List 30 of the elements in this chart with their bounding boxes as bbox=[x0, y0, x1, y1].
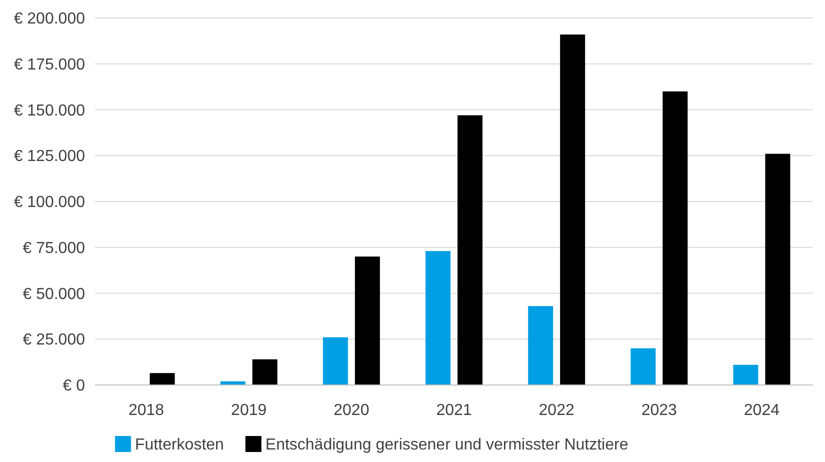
y-tick-label: € 200.000 bbox=[14, 10, 86, 28]
x-tick-label: 2024 bbox=[744, 402, 780, 419]
bar bbox=[662, 91, 688, 385]
x-tick-label: 2021 bbox=[436, 402, 472, 419]
bar bbox=[560, 34, 586, 385]
y-tick-label: € 175.000 bbox=[14, 56, 86, 74]
legend-label: Futterkosten bbox=[135, 436, 224, 454]
y-tick-label: € 50.000 bbox=[22, 286, 86, 303]
legend-label: Entschädigung gerissener und vermisster Nutztiere bbox=[265, 436, 628, 454]
x-tick-label: 2018 bbox=[128, 402, 164, 419]
x-tick-label: 2019 bbox=[231, 402, 267, 419]
y-tick-label: € 125.000 bbox=[14, 148, 86, 166]
y-tick-label: € 75.000 bbox=[22, 240, 86, 257]
bar bbox=[354, 256, 380, 385]
bar bbox=[150, 373, 175, 385]
x-tick-label: 2023 bbox=[641, 402, 678, 419]
y-tick-label: € 0 bbox=[62, 378, 86, 395]
y-tick-label: € 150.000 bbox=[14, 102, 86, 120]
bar bbox=[528, 306, 554, 385]
bar bbox=[630, 348, 656, 385]
y-tick-label: € 25.000 bbox=[22, 332, 86, 349]
x-tick-label: 2022 bbox=[538, 402, 574, 419]
bar bbox=[458, 115, 482, 385]
bar bbox=[322, 337, 348, 385]
bar bbox=[252, 359, 278, 385]
x-tick-label: 2020 bbox=[334, 402, 370, 419]
bar bbox=[426, 251, 450, 385]
y-tick-label: € 100.000 bbox=[14, 194, 86, 212]
bar bbox=[765, 154, 790, 385]
bar bbox=[733, 364, 758, 385]
